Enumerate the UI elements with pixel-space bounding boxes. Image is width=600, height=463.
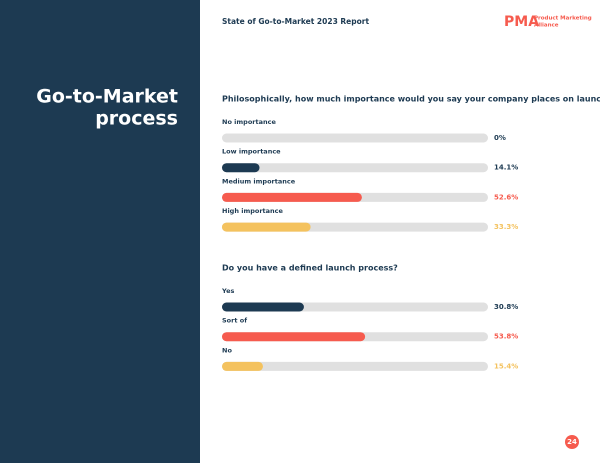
side-panel [0, 0, 200, 463]
bar [222, 163, 260, 173]
bar-track [222, 163, 488, 173]
bar [222, 361, 263, 371]
category-label: No [222, 346, 232, 354]
bar-track [222, 133, 488, 143]
bar [222, 332, 366, 342]
section-title: Go-to-Market [36, 86, 178, 108]
page-number: 24 [567, 438, 577, 446]
category-label: Medium importance [222, 177, 296, 185]
logo-text: Product Marketing [534, 16, 592, 22]
category-label: Low importance [222, 148, 281, 156]
logo-mark: PMA [504, 14, 539, 30]
value-label: 53.8% [494, 333, 518, 341]
category-label: No importance [222, 118, 276, 126]
section-title: process [95, 108, 178, 130]
report-title: State of Go-to-Market 2023 Report [222, 17, 369, 26]
value-label: 0% [494, 134, 506, 142]
value-label: 52.6% [494, 193, 518, 201]
page-badge [565, 435, 579, 449]
value-label: 15.4% [494, 362, 518, 370]
bar [222, 192, 362, 202]
category-label: Yes [221, 287, 235, 295]
value-label: 14.1% [494, 164, 518, 172]
category-label: High importance [222, 207, 284, 215]
category-label: Sort of [222, 317, 247, 325]
bar [222, 302, 304, 312]
value-label: 30.8% [494, 303, 518, 311]
value-label: 33.3% [494, 223, 518, 231]
logo-text: Alliance [534, 23, 559, 29]
bar [222, 222, 311, 232]
question: Philosophically, how much importance wou… [222, 95, 600, 104]
question: Do you have a defined launch process? [222, 264, 398, 273]
bar-track [222, 361, 488, 371]
